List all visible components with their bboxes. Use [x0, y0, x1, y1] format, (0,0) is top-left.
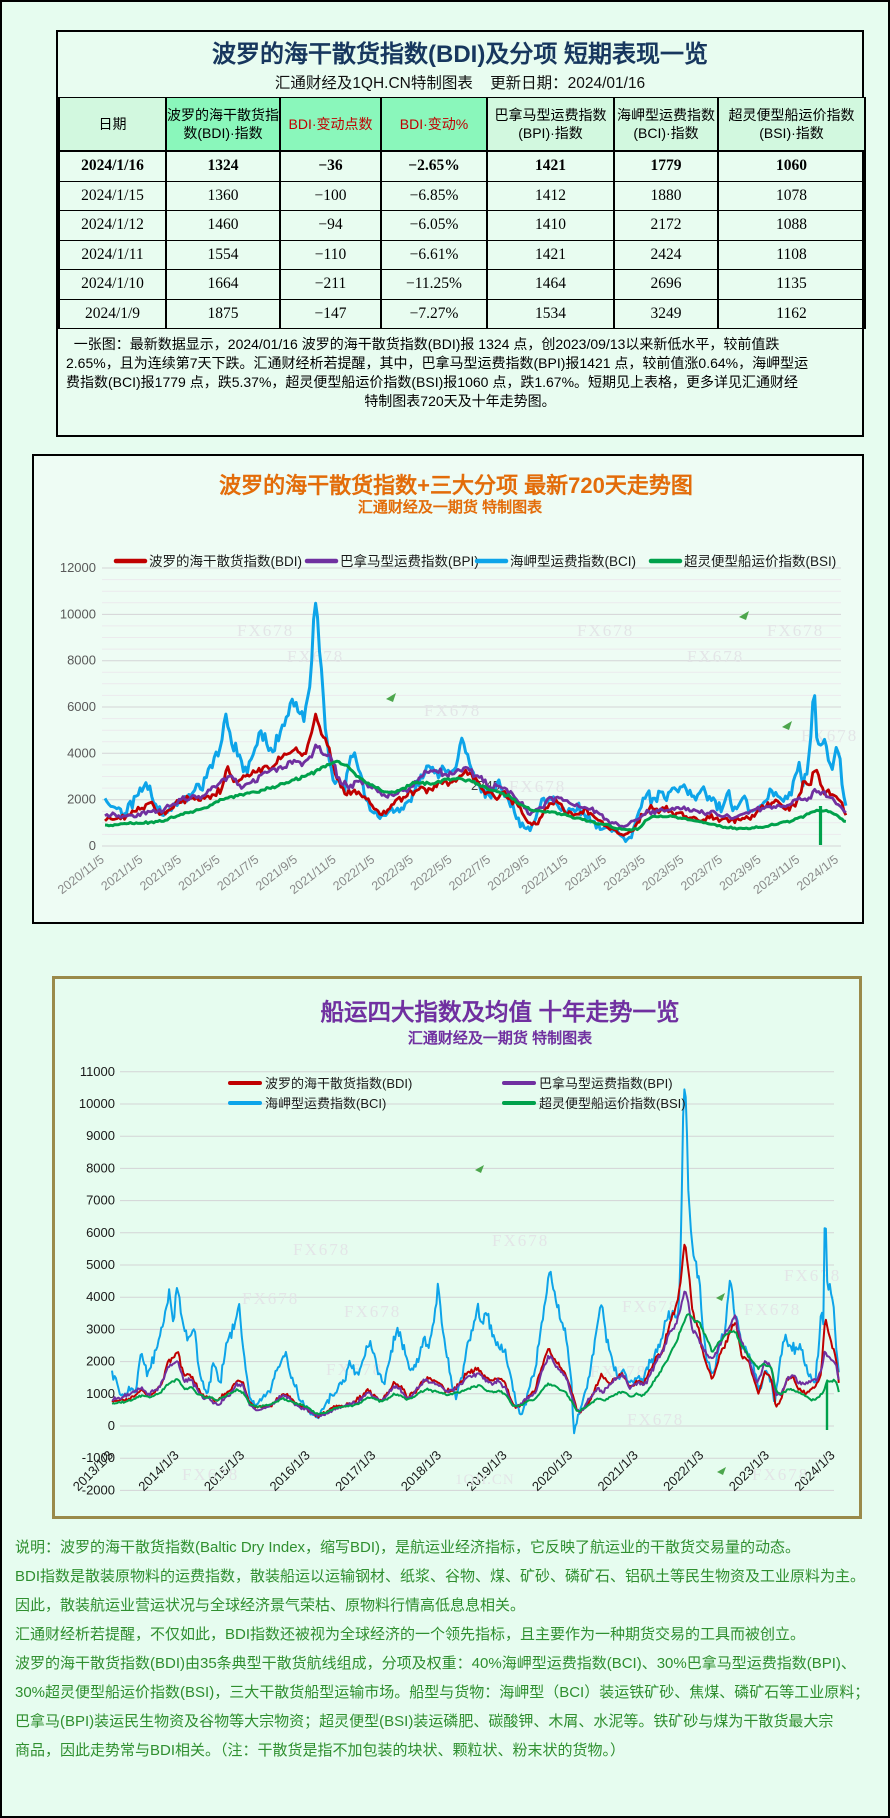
- svg-text:3000: 3000: [86, 1321, 115, 1336]
- svg-text:波罗的海干散货指数(BDI): 波罗的海干散货指数(BDI): [149, 553, 302, 569]
- svg-text:1QH.CN: 1QH.CN: [455, 1472, 515, 1488]
- svg-text:FX678: FX678: [577, 621, 634, 640]
- svg-text:-1000: -1000: [82, 1450, 115, 1465]
- svg-text:-2000: -2000: [82, 1482, 115, 1497]
- svg-text:FX678: FX678: [744, 1300, 801, 1319]
- svg-text:2000: 2000: [67, 792, 96, 807]
- svg-text:6000: 6000: [86, 1225, 115, 1240]
- svg-text:FX678: FX678: [767, 621, 824, 640]
- svg-text:2022/5/5: 2022/5/5: [408, 852, 455, 893]
- svg-text:2014/1/3: 2014/1/3: [135, 1448, 181, 1494]
- svg-text:波罗的海干散货指数(BDI): 波罗的海干散货指数(BDI): [265, 1076, 412, 1091]
- svg-text:2022/3/5: 2022/3/5: [369, 852, 416, 893]
- svg-text:FX678: FX678: [590, 1362, 647, 1381]
- svg-text:2021/1/3: 2021/1/3: [595, 1448, 641, 1494]
- svg-text:2017/1/3: 2017/1/3: [332, 1448, 378, 1494]
- svg-text:2016/1/3: 2016/1/3: [267, 1448, 313, 1494]
- svg-text:2021/3/5: 2021/3/5: [137, 852, 184, 893]
- svg-text:FX678: FX678: [293, 1240, 350, 1259]
- svg-text:巴拿马型运费指数(BPI): 巴拿马型运费指数(BPI): [539, 1076, 673, 1091]
- svg-text:11000: 11000: [80, 1064, 115, 1079]
- svg-text:FX678: FX678: [801, 726, 858, 745]
- svg-text:FX678: FX678: [492, 1231, 549, 1250]
- svg-text:2023/7/5: 2023/7/5: [678, 852, 725, 893]
- svg-text:FX678: FX678: [237, 621, 294, 640]
- svg-text:2022/1/5: 2022/1/5: [330, 852, 377, 893]
- svg-text:4000: 4000: [86, 1289, 115, 1304]
- svg-text:0: 0: [89, 838, 96, 853]
- svg-text:巴拿马型运费指数(BPI): 巴拿马型运费指数(BPI): [340, 553, 479, 569]
- svg-text:1000: 1000: [86, 1386, 115, 1401]
- svg-text:2023/3/5: 2023/3/5: [601, 852, 648, 893]
- svg-text:2021/7/5: 2021/7/5: [214, 852, 261, 893]
- svg-text:船运四大指数及均值 十年走势一览: 船运四大指数及均值 十年走势一览: [320, 998, 679, 1025]
- svg-text:10000: 10000: [79, 1096, 115, 1111]
- svg-text:2024/1/5: 2024/1/5: [794, 852, 841, 893]
- svg-text:2021/1/5: 2021/1/5: [98, 852, 145, 893]
- svg-text:FX678: FX678: [424, 701, 481, 720]
- svg-text:8000: 8000: [67, 653, 96, 668]
- svg-text:7000: 7000: [86, 1193, 115, 1208]
- svg-text:2020/1/3: 2020/1/3: [529, 1448, 575, 1494]
- svg-text:9000: 9000: [86, 1128, 115, 1143]
- svg-text:FX678: FX678: [242, 1289, 299, 1308]
- svg-text:超灵便型船运价指数(BSI): 超灵便型船运价指数(BSI): [684, 554, 836, 569]
- svg-text:2022/1/3: 2022/1/3: [660, 1448, 706, 1494]
- svg-text:0: 0: [108, 1418, 115, 1433]
- svg-text:波罗的海干散货指数+三大分项 最新720天走势图: 波罗的海干散货指数+三大分项 最新720天走势图: [219, 473, 693, 498]
- svg-text:2023/5/5: 2023/5/5: [639, 852, 686, 893]
- svg-text:FX678: FX678: [752, 1465, 809, 1484]
- svg-text:海岬型运费指数(BCI): 海岬型运费指数(BCI): [510, 554, 636, 569]
- svg-text:10000: 10000: [60, 606, 96, 621]
- svg-text:2000: 2000: [86, 1354, 115, 1369]
- svg-text:2020/11/5: 2020/11/5: [55, 852, 107, 897]
- svg-text:5000: 5000: [86, 1257, 115, 1272]
- svg-text:12000: 12000: [60, 560, 96, 575]
- svg-text:FX678: FX678: [784, 1266, 841, 1285]
- svg-text:2023/1/5: 2023/1/5: [562, 852, 609, 893]
- svg-text:2021/5/5: 2021/5/5: [176, 852, 223, 893]
- svg-text:FX678: FX678: [344, 1302, 401, 1321]
- svg-text:FX678: FX678: [182, 1465, 239, 1484]
- svg-text:汇通财经及一期货 特制图表: 汇通财经及一期货 特制图表: [358, 498, 543, 516]
- svg-text:2018/1/3: 2018/1/3: [398, 1448, 444, 1494]
- svg-text:海岬型运费指数(BCI): 海岬型运费指数(BCI): [265, 1096, 386, 1111]
- svg-text:汇通财经及一期货 特制图表: 汇通财经及一期货 特制图表: [408, 1029, 593, 1047]
- svg-text:FX678: FX678: [287, 647, 344, 666]
- svg-text:FX678: FX678: [627, 1410, 684, 1429]
- svg-text:4000: 4000: [67, 745, 96, 760]
- svg-text:FX678: FX678: [509, 777, 566, 796]
- svg-text:6000: 6000: [67, 699, 96, 714]
- svg-text:FX678: FX678: [687, 647, 744, 666]
- svg-text:8000: 8000: [86, 1160, 115, 1175]
- svg-text:FX678: FX678: [622, 1297, 679, 1316]
- svg-text:2022/7/5: 2022/7/5: [446, 852, 493, 893]
- svg-text:超灵便型船运价指数(BSI): 超灵便型船运价指数(BSI): [539, 1096, 686, 1111]
